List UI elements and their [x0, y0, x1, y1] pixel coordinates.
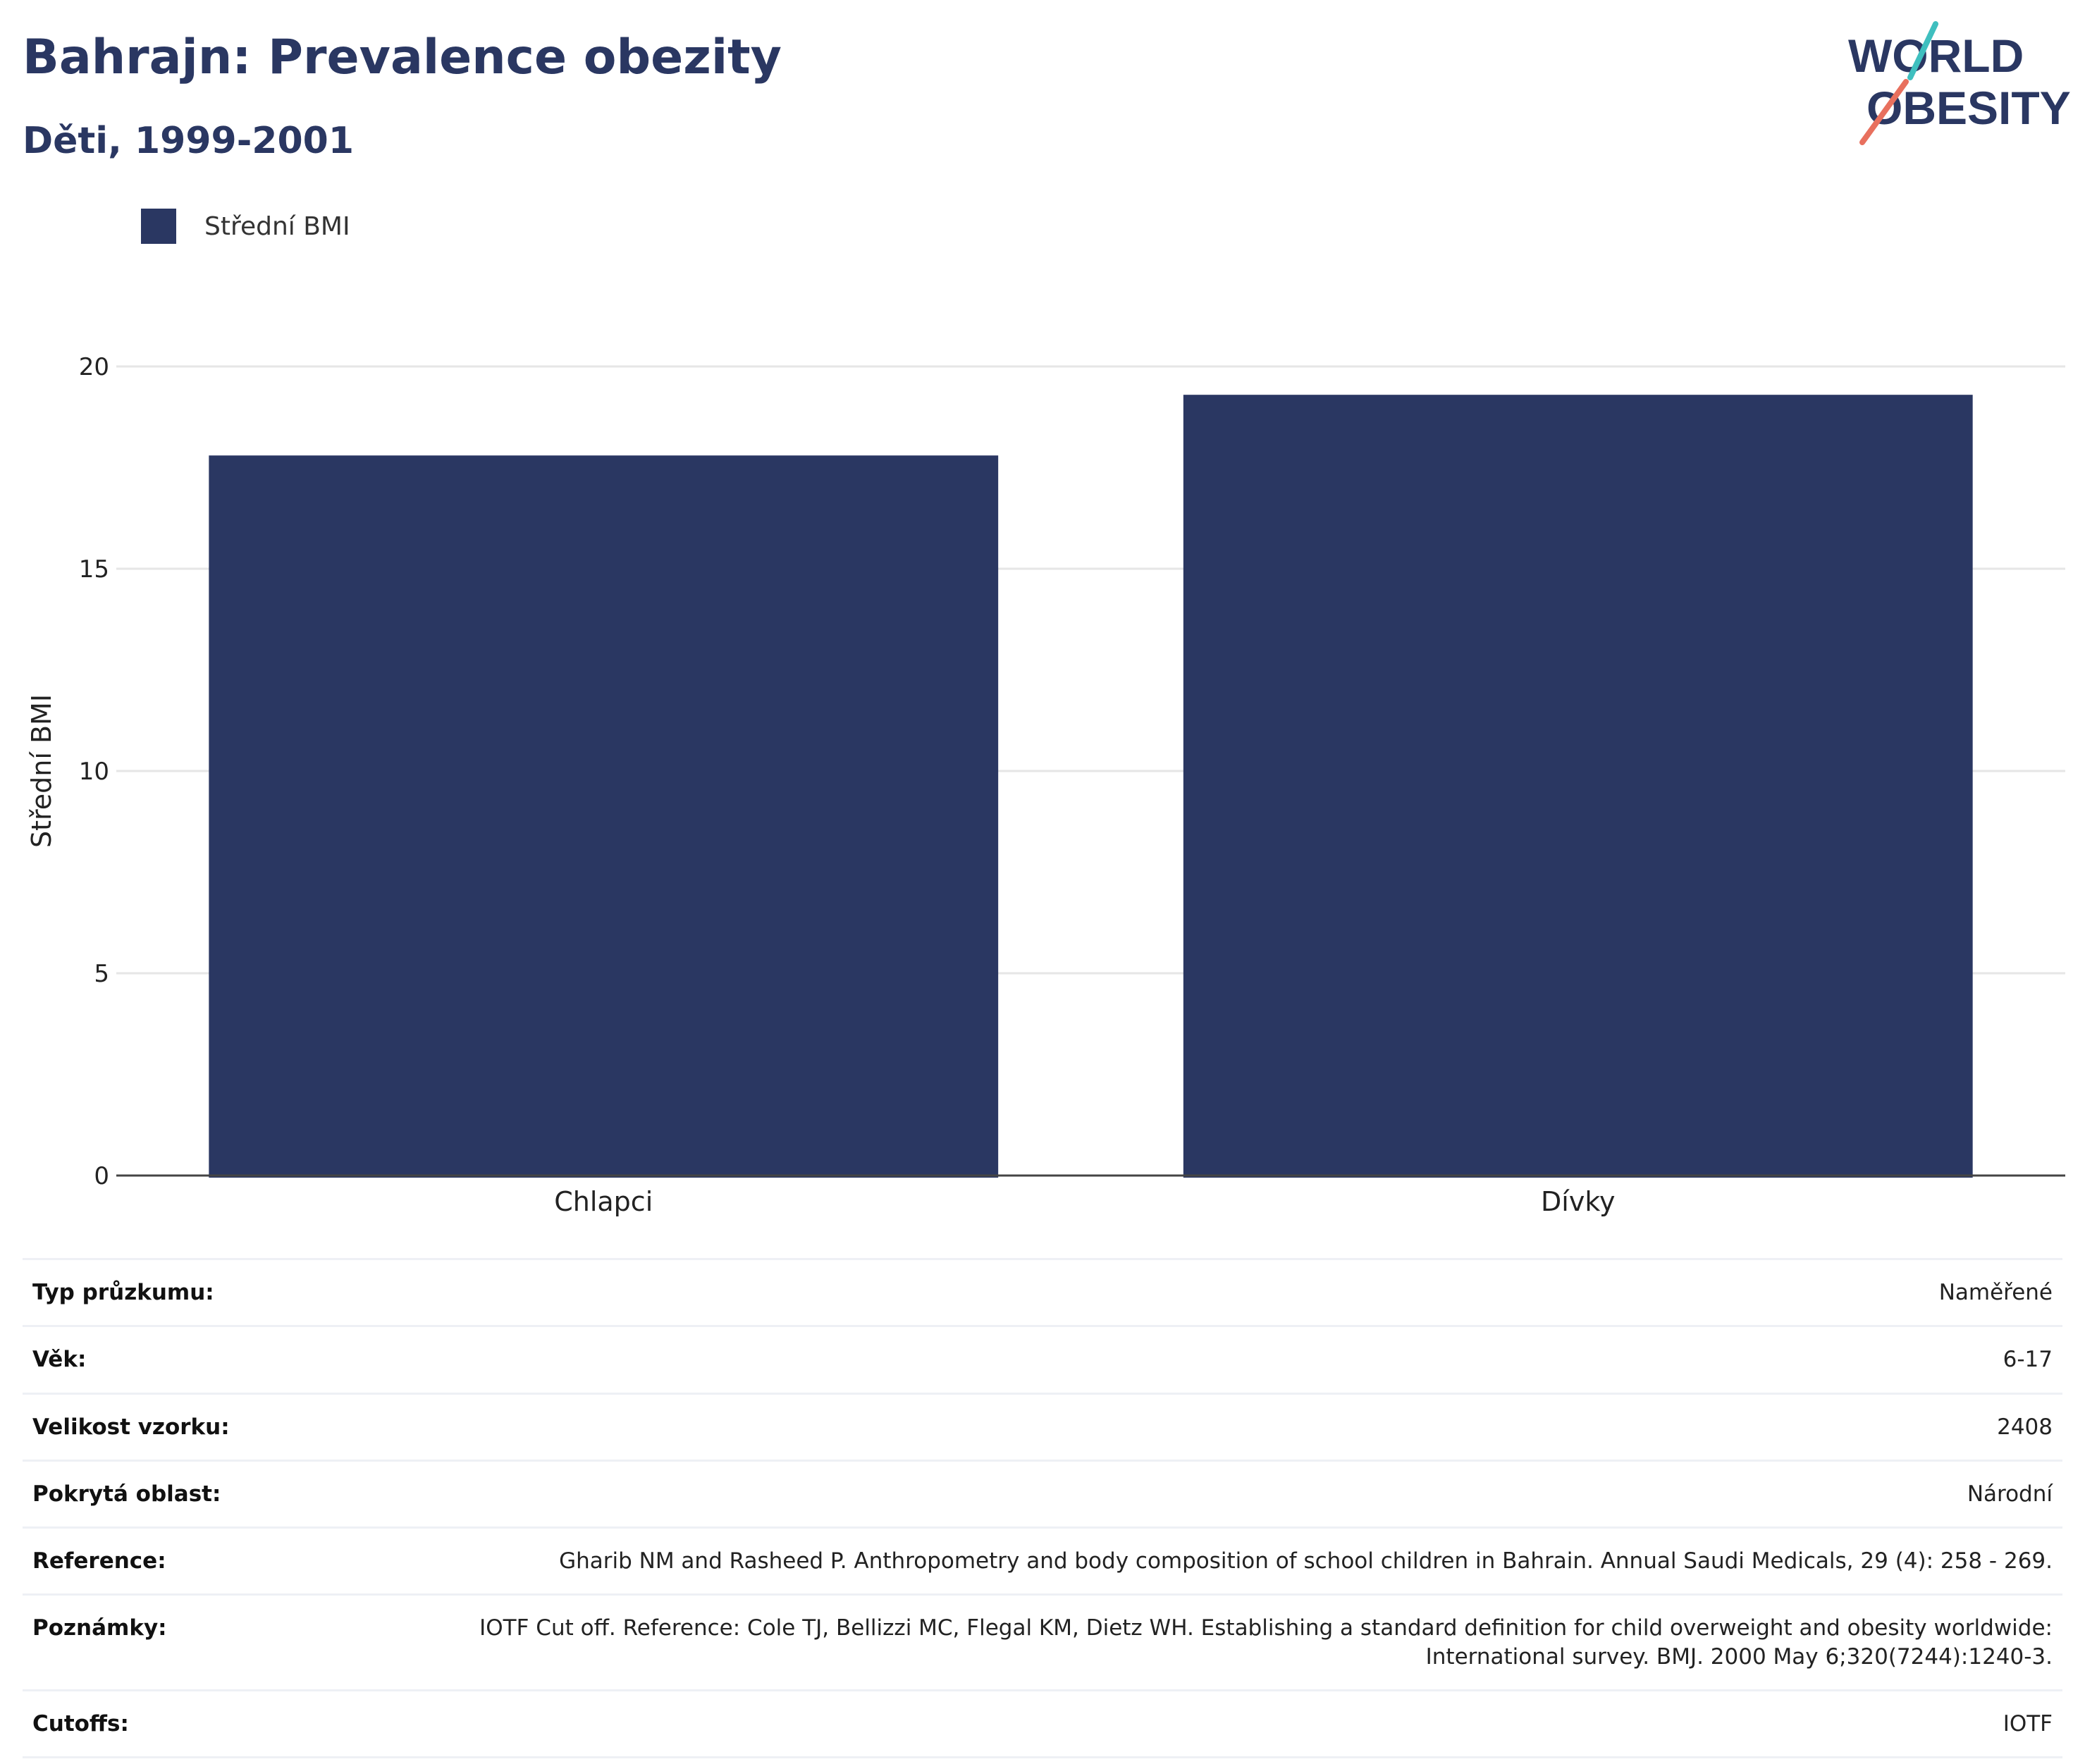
info-row-notes: Poznámky: IOTF Cut off. Reference: Cole … — [23, 1594, 2062, 1691]
info-row-sample-size: Velikost vzorku: 2408 — [23, 1393, 2062, 1460]
logo-slash-coral — [1859, 79, 1909, 145]
world-obesity-logo: WORLD OBESITY — [1848, 21, 2071, 145]
info-row-reference: Reference: Gharib NM and Rasheed P. Anth… — [23, 1527, 2062, 1595]
y-tick-label: 15 — [79, 555, 109, 584]
chart-subtitle: Děti, 1999-2001 — [23, 120, 355, 162]
bar — [209, 455, 999, 1178]
y-axis-title: Střední BMI — [26, 694, 57, 848]
info-label: Pokrytá oblast: — [32, 1481, 221, 1507]
legend-label: Střední BMI — [204, 211, 350, 241]
info-value: Naměřené — [1938, 1280, 2053, 1305]
legend-swatch — [141, 209, 176, 244]
y-tick-label: 5 — [94, 960, 109, 988]
info-value: IOTF Cut off. Reference: Cole TJ, Belliz… — [479, 1615, 2053, 1670]
info-value: 2408 — [1997, 1414, 2053, 1440]
info-row-area: Pokrytá oblast: Národní — [23, 1460, 2062, 1527]
x-tick-label: Dívky — [1541, 1186, 1615, 1217]
survey-info-table: Typ průzkumu: Naměřené Věk: 6-17 Velikos… — [23, 1258, 2062, 1758]
info-value: Gharib NM and Rasheed P. Anthropometry a… — [559, 1548, 2053, 1574]
info-value: IOTF — [2003, 1711, 2053, 1737]
y-tick-label: 20 — [79, 353, 109, 381]
info-label: Poznámky: — [32, 1615, 167, 1641]
info-label: Cutoffs: — [32, 1711, 129, 1737]
chart-title: Bahrajn: Prevalence obezity — [23, 30, 782, 85]
chart-legend[interactable]: Střední BMI — [141, 209, 350, 244]
info-row-survey-type: Typ průzkumu: Naměřené — [23, 1259, 2062, 1326]
logo-word-1: WORLD — [1848, 30, 2024, 82]
x-tick-label: Chlapci — [554, 1186, 653, 1217]
logo-slash-teal — [1907, 21, 1938, 80]
info-value: Národní — [1967, 1481, 2053, 1507]
info-value: 6-17 — [2003, 1347, 2053, 1373]
info-label: Typ průzkumu: — [32, 1280, 214, 1305]
y-tick-label: 0 — [94, 1162, 109, 1190]
info-row-cutoffs: Cutoffs: IOTF — [23, 1690, 2062, 1758]
bar-chart: 0 5 10 15 20 Chlapci Dívky Střední BMI — [26, 353, 2065, 1217]
bar — [1183, 395, 1973, 1178]
info-row-age: Věk: 6-17 — [23, 1326, 2062, 1393]
info-label: Reference: — [32, 1548, 166, 1574]
info-label: Věk: — [32, 1347, 87, 1373]
y-tick-label: 10 — [79, 758, 109, 786]
info-label: Velikost vzorku: — [32, 1414, 230, 1440]
